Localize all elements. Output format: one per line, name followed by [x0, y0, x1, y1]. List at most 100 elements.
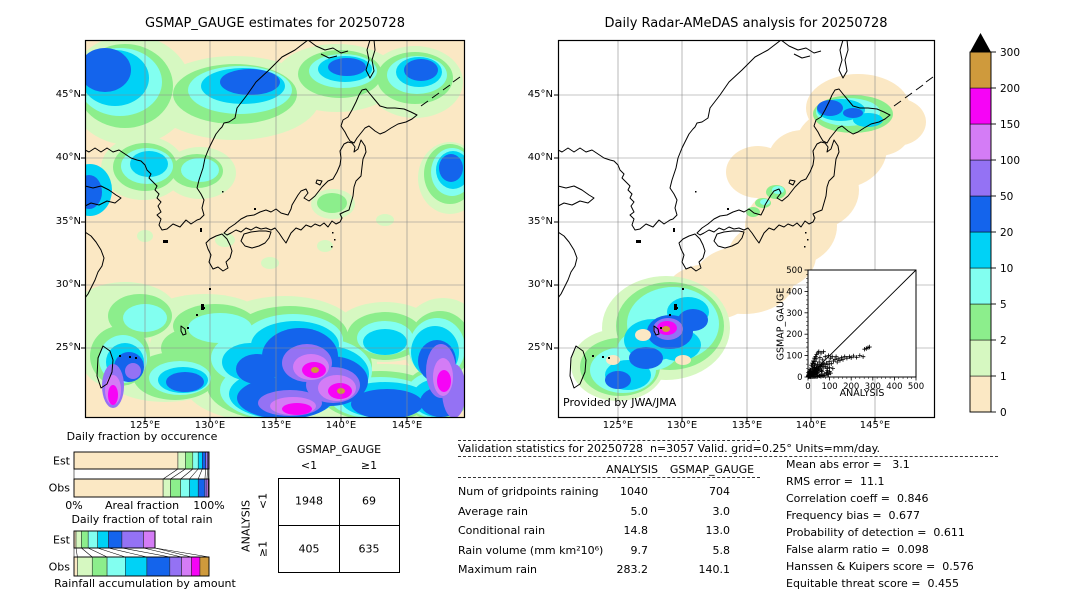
stats-dash-top [458, 440, 760, 441]
stats-val-analysis: 14.8 [623, 524, 649, 537]
stats-row-label: Maximum rain [458, 563, 537, 576]
contingency-cell-hit-none: 1948 [295, 494, 323, 508]
contingency-row-title: ANALYSIS [239, 500, 253, 552]
areal-axis-label: Areal fraction [104, 499, 180, 512]
svg-text:0: 0 [1000, 407, 1007, 419]
svg-text:300: 300 [865, 382, 881, 392]
totalrain-chart-title: Daily fraction of total rain [71, 513, 213, 526]
left-map-lat-tick: 35°N [55, 216, 81, 227]
contingency-cell-false: 405 [298, 542, 320, 556]
totalrain-caption: Rainfall accumulation by amount [54, 577, 236, 590]
contingency-col-label-ge1: ≥1 [360, 459, 378, 472]
tot-obs-label: Obs [48, 560, 70, 574]
stats-val-gsmap: 5.8 [712, 544, 731, 557]
stats-dash-title [458, 456, 998, 457]
inset-scatter-plot: 00 100 100 200 200 300 300 400 400 500 500 [786, 266, 924, 392]
occurrence-chart-title: Daily fraction by occurence [66, 430, 218, 443]
svg-text:100: 100 [821, 382, 837, 392]
stats-val-analysis: 9.7 [630, 544, 649, 557]
svg-text:5: 5 [1000, 299, 1007, 311]
left-map-lat-tick: 40°N [55, 152, 81, 163]
right-map-lon-tick: 135°E [731, 420, 763, 431]
contingency-divider-h [278, 525, 400, 527]
score-correlation: Correlation coeff = 0.846 [786, 492, 929, 505]
right-map-lat-tick: 35°N [527, 216, 553, 227]
right-map-title: Daily Radar-AMeDAS analysis for 20250728 [604, 16, 888, 31]
left-map-lat-tick: 30°N [55, 279, 81, 290]
svg-text:400: 400 [886, 382, 902, 392]
svg-text:20: 20 [1000, 227, 1013, 239]
svg-text:400: 400 [786, 287, 802, 297]
svg-text:300: 300 [1000, 47, 1020, 59]
stats-val-analysis: 1040 [620, 485, 648, 498]
stats-row-label: Num of gridpoints raining [458, 485, 599, 498]
occurrence-flow-bars [73, 451, 210, 498]
score-hk: Hanssen & Kuipers score = 0.576 [786, 560, 974, 573]
svg-text:200: 200 [843, 382, 859, 392]
contingency-row-label-ge1: ≥1 [256, 540, 270, 558]
left-map-lon-tick: 135°E [260, 420, 292, 431]
left-map-lat-tick: 45°N [55, 89, 81, 100]
stats-row-label: Conditional rain [458, 524, 546, 537]
occ-est-label: Est [53, 454, 70, 468]
stats-val-gsmap: 13.0 [705, 524, 731, 537]
score-rms-error: RMS error = 11.1 [786, 475, 885, 488]
tot-est-label: Est [53, 533, 70, 547]
svg-text:100: 100 [786, 352, 802, 362]
score-mean-abs-error: Mean abs error = 3.1 [786, 458, 910, 471]
radar-amedas-precip-map [554, 39, 936, 422]
left-map-lon-tick: 130°E [194, 420, 226, 431]
svg-text:0: 0 [805, 382, 810, 392]
svg-text:200: 200 [1000, 83, 1020, 95]
stats-val-gsmap: 140.1 [698, 563, 731, 576]
right-map-lat-tick: 30°N [527, 279, 553, 290]
occ-obs-label: Obs [48, 481, 70, 495]
left-map-lon-tick: 125°E [129, 420, 161, 431]
contingency-cell-hit: 635 [358, 542, 380, 556]
inset-xlabel: ANALYSIS [839, 388, 885, 399]
left-map-lon-tick: 145°E [391, 420, 423, 431]
svg-text:50: 50 [1000, 191, 1013, 203]
right-map-lat-tick: 40°N [527, 152, 553, 163]
stats-row-label: Rain volume (mm km²10⁶) [458, 544, 604, 557]
areal-axis-0: 0% [65, 499, 83, 512]
stats-col-gsmap: GSMAP_GAUGE [669, 463, 755, 476]
svg-text:2: 2 [1000, 335, 1007, 347]
svg-text:300: 300 [786, 309, 802, 319]
score-pod: Probability of detection = 0.611 [786, 526, 965, 539]
score-ets: Equitable threat score = 0.455 [786, 577, 959, 590]
svg-text:500: 500 [908, 382, 924, 392]
svg-text:10: 10 [1000, 263, 1013, 275]
score-far: False alarm ratio = 0.098 [786, 543, 929, 556]
svg-text:100: 100 [1000, 155, 1020, 167]
stats-val-gsmap: 704 [709, 485, 730, 498]
svg-text:0: 0 [797, 373, 802, 383]
precip-colorbar: 0 1 2 5 10 20 50 100 150 200 300 [969, 33, 1020, 419]
stats-val-gsmap: 3.0 [712, 505, 731, 518]
svg-text:500: 500 [786, 266, 802, 276]
stats-title: Validation statistics for 20250728 n=305… [458, 442, 881, 455]
right-map-lat-tick: 25°N [527, 342, 553, 353]
stats-val-analysis: 283.2 [616, 563, 649, 576]
left-map-title: GSMAP_GAUGE estimates for 20250728 [145, 16, 405, 31]
areal-axis-100: 100% [193, 499, 225, 512]
gsmap-gauge-precip-map [81, 39, 466, 422]
svg-text:150: 150 [1000, 119, 1020, 131]
stats-val-analysis: 5.0 [630, 505, 649, 518]
left-map-lat-tick: 25°N [55, 342, 81, 353]
right-map-lon-tick: 145°E [859, 420, 891, 431]
credit-label: Provided by JWA/JMA [563, 396, 677, 409]
stats-dash-header [458, 477, 760, 478]
right-map-lat-tick: 45°N [527, 89, 553, 100]
totalrain-flow-bars [73, 530, 210, 577]
contingency-row-label-lt1: <1 [256, 492, 270, 510]
stats-row-label: Average rain [458, 505, 528, 518]
contingency-col-title: GSMAP_GAUGE [296, 443, 382, 456]
inset-ylabel: GSMAP_GAUGE [775, 287, 787, 361]
svg-text:200: 200 [786, 330, 802, 340]
contingency-col-label-lt1: <1 [300, 459, 318, 472]
score-frequency-bias: Frequency bias = 0.677 [786, 509, 921, 522]
right-map-lon-tick: 140°E [795, 420, 827, 431]
contingency-cell-miss: 69 [362, 494, 376, 508]
